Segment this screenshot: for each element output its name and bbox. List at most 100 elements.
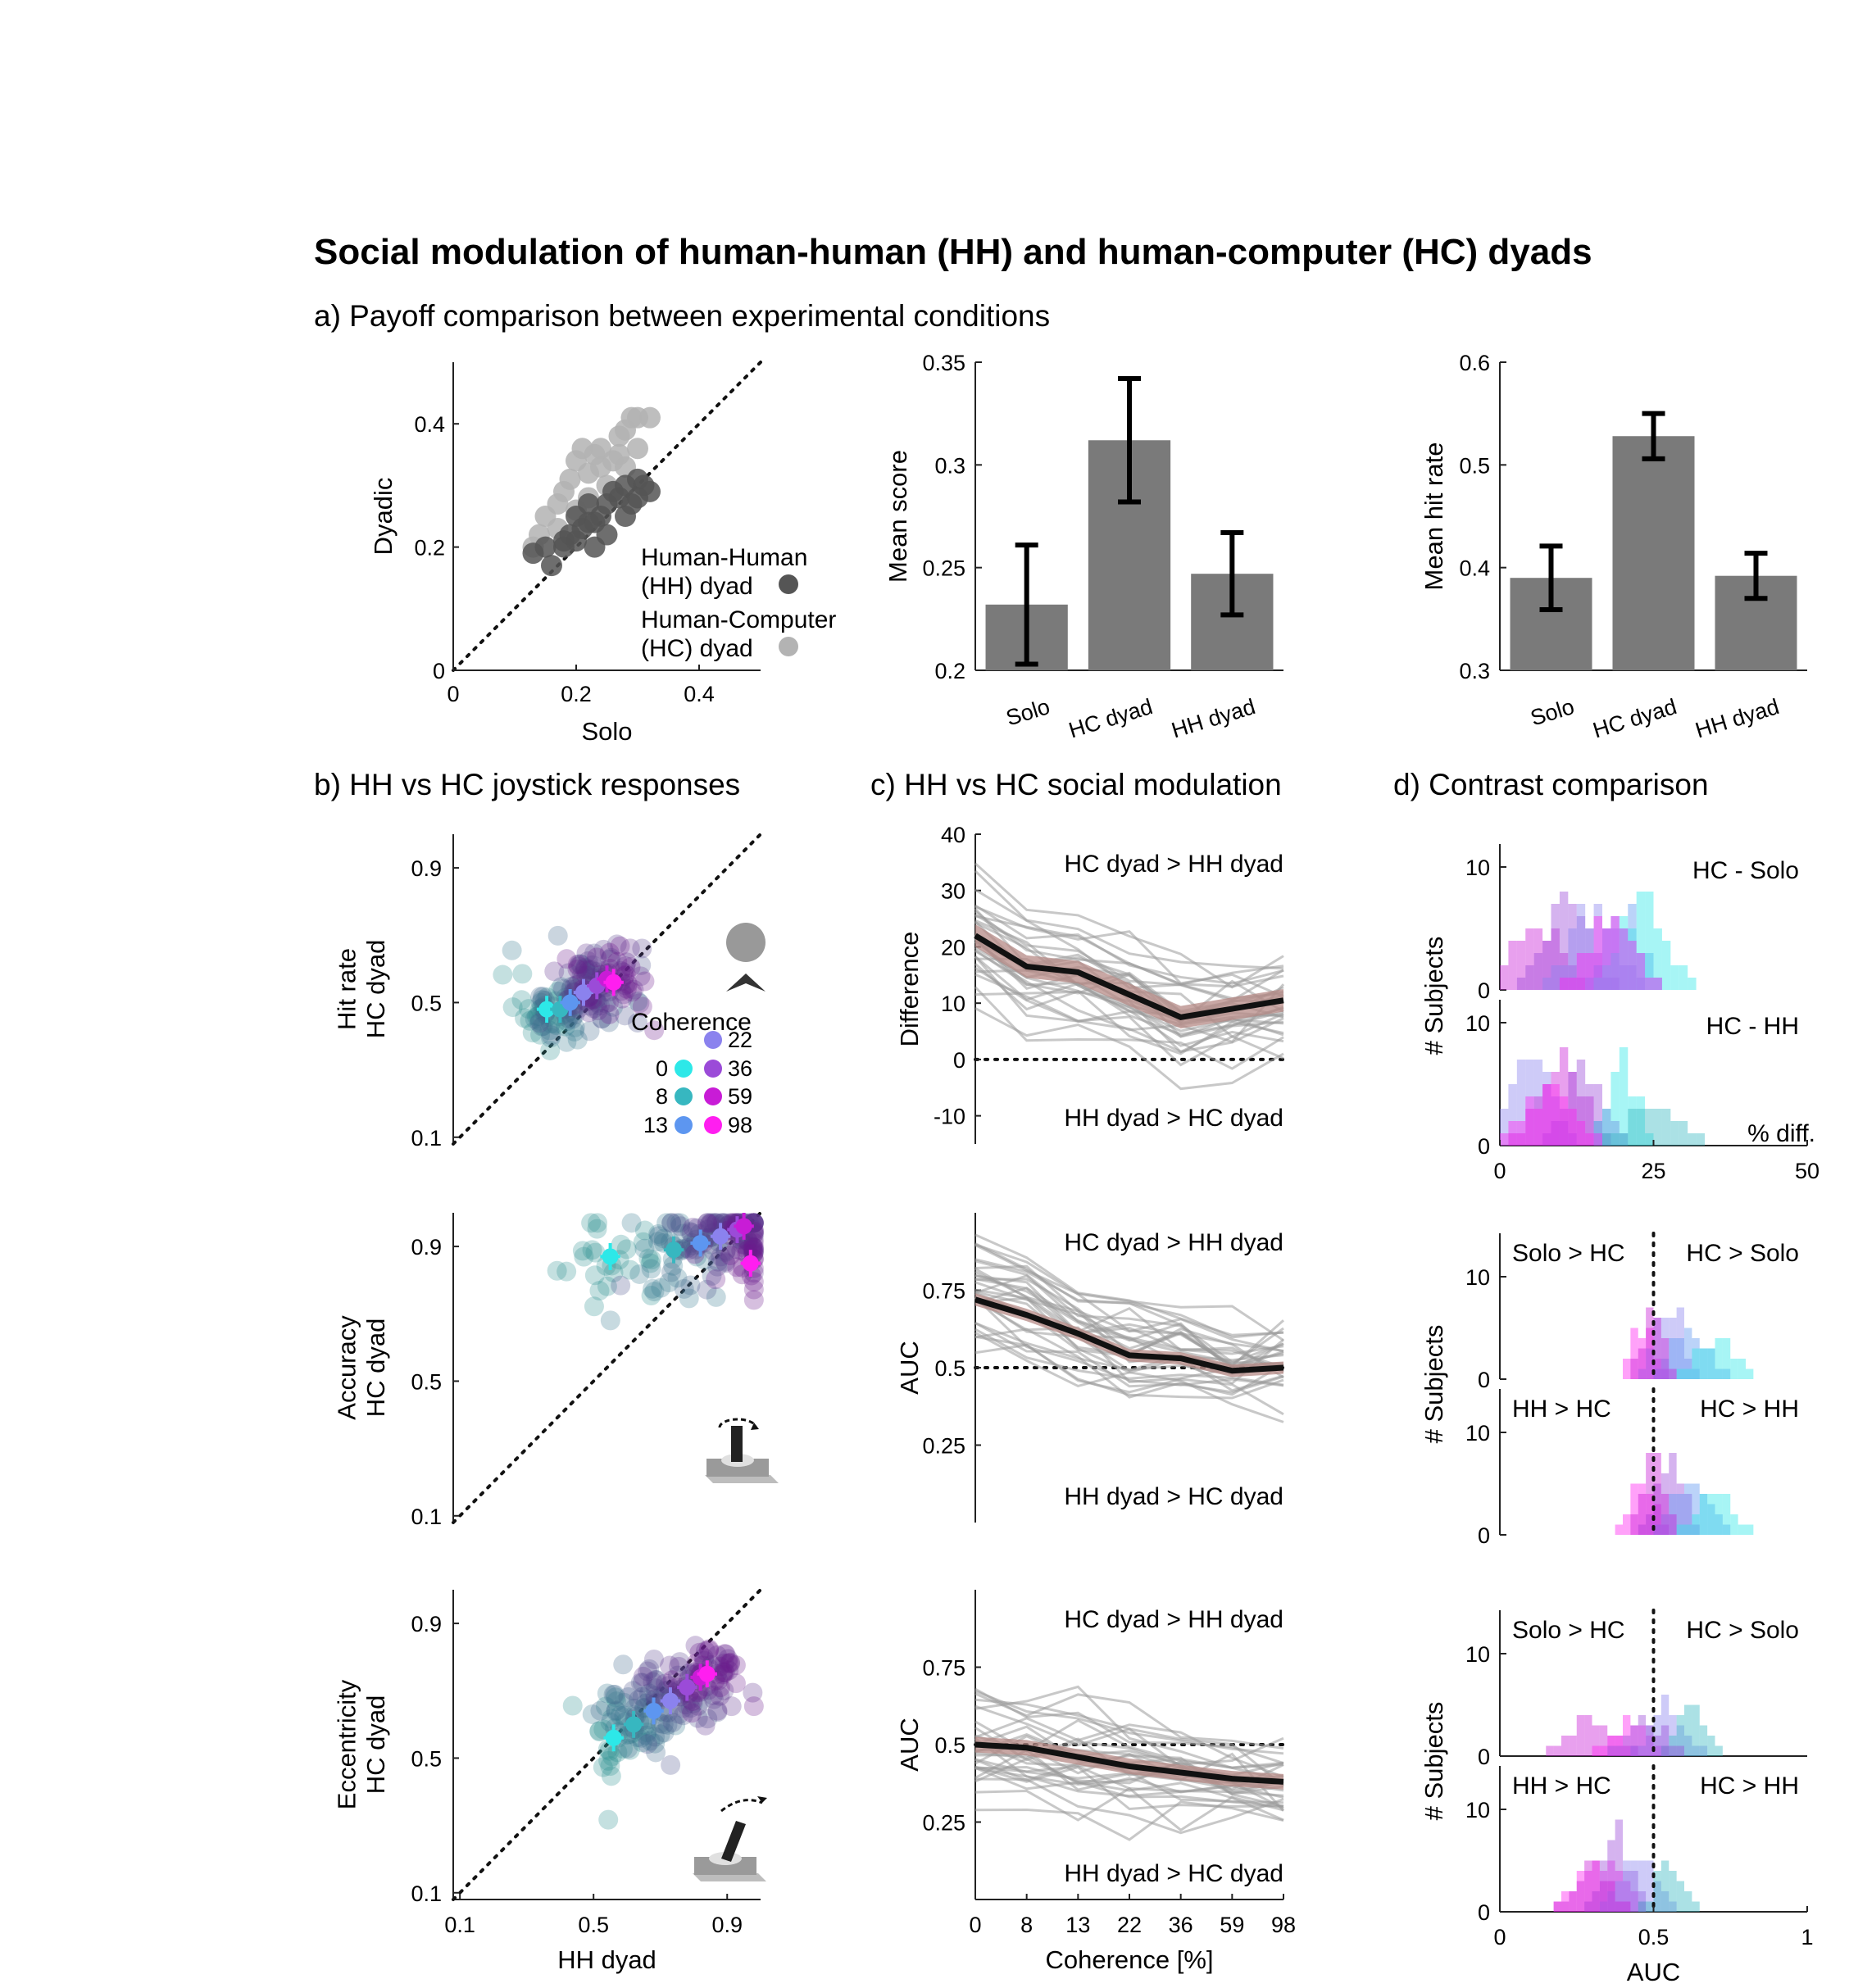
subject-point [544,961,565,982]
histogram-bar [1638,1860,1647,1912]
y-tick-label: -10 [934,1105,965,1129]
histogram-bar [1576,904,1586,990]
histogram-bar [1551,965,1560,990]
histogram-bar [1636,1109,1646,1146]
histogram-bar [1561,1736,1570,1756]
y-tick-label: 10 [1465,1265,1490,1290]
panel-label-left: HH > HC [1512,1772,1611,1800]
histogram-bar [1569,1736,1577,1756]
subject-point [673,1705,693,1726]
subject-line [974,1698,1284,1787]
y-tick-label: 0.5 [934,1356,965,1381]
subject-point [670,1213,690,1233]
histogram-bar [1684,1328,1692,1379]
histogram-bar [1516,1060,1526,1146]
y-axis-label: AUC [895,1341,924,1394]
subject-point [606,934,627,955]
legend-label: Human-Computer [641,606,836,633]
histogram-bar [1559,1096,1569,1146]
subject-point [502,940,522,960]
histogram-bar [1653,1736,1661,1756]
subject-point [620,1740,640,1760]
coherence-mean-point [712,1228,729,1245]
legend-label: 8 [656,1084,668,1109]
histogram-bar [1645,892,1654,990]
subject-point [562,1695,583,1716]
histogram-bar [1568,965,1577,990]
histogram-bar [1661,941,1671,990]
histogram-bar [1542,1084,1551,1146]
histogram-bar [1585,928,1594,990]
subject-point [582,955,602,975]
joystick-tilt-icon [693,1796,767,1881]
x-tick-label: 0.4 [684,682,715,706]
y-axis-label: Mean hit rate [1420,443,1448,591]
legend-marker [675,1116,693,1134]
histogram-bar [1593,953,1602,990]
subject-point [574,1246,594,1267]
histogram-bar [1722,1338,1731,1379]
subject-point [714,1653,734,1673]
histogram-bar [1576,1096,1586,1146]
histogram-bar [1568,928,1577,990]
histogram-bar [1551,1072,1560,1146]
x-tick-label: 0 [1493,1159,1506,1183]
subject-point [631,1727,652,1748]
subject-point [674,1278,694,1299]
subject-point [661,1213,682,1233]
histogram-bar [1623,1745,1631,1756]
histogram-bar [1593,1121,1602,1146]
subject-point [715,1251,735,1272]
panel-label-right: HC > Solo [1686,1240,1799,1267]
histogram-bar [1715,1494,1723,1535]
histogram-bar [1670,1121,1679,1146]
histogram-bar [1623,1871,1631,1912]
histogram-bar [1599,1871,1608,1912]
histogram-bar [1653,978,1662,990]
y-tick-label: 0.25 [922,556,965,581]
section-b-title: b) HH vs HC joystick responses [314,768,740,801]
histogram-bar [1660,1359,1670,1379]
coherence-mean-point [679,1679,696,1696]
y-axis-label: Hit rateHC dyad [332,940,390,1039]
x-tick-label: 0.5 [578,1913,609,1937]
histogram-bar [1676,1368,1684,1379]
x-tick-label: 0 [969,1913,981,1937]
y-tick-label: 0 [1478,1900,1490,1925]
subject-point [660,1655,680,1676]
histogram-bar [1645,953,1654,990]
coherence-mean-point [645,1702,662,1719]
subject-point [743,1237,763,1257]
x-tick-label: 0.1 [444,1913,475,1937]
histogram-bar [1525,928,1534,990]
histogram-bar [1645,1133,1654,1146]
subject-point [656,1213,677,1233]
histogram-bar [1715,1338,1723,1379]
legend-label: (HH) dyad [641,573,753,600]
histogram-bar [1722,1524,1731,1535]
x-tick-label: 13 [1065,1913,1090,1937]
histogram-bar [1568,1072,1577,1146]
ylabel-line: # Subjects [1420,937,1448,1055]
y-tick-label: 0.75 [922,1656,965,1681]
histogram-bar [1638,1745,1647,1756]
subject-point [597,1276,617,1296]
histogram-bar [1676,1338,1684,1379]
subject-point [635,1715,656,1736]
y-tick-label: 0 [1478,1745,1490,1769]
histogram-bar [1525,965,1534,990]
histogram-bar [1542,941,1551,990]
histogram-bar [1599,1881,1608,1912]
subject-point [599,992,620,1013]
subject-point [666,1213,687,1233]
subject-point [579,960,599,980]
histogram-bar [1646,1453,1654,1535]
subject-point [599,942,620,963]
section-a-title: a) Payoff comparison between experimenta… [314,299,1050,333]
histogram-bar [1628,941,1637,990]
figure-title: Social modulation of human-human (HH) an… [314,232,1592,272]
coherence-mean-point [661,1692,679,1709]
histogram-bar [1568,1133,1577,1146]
subject-point [610,1705,630,1726]
